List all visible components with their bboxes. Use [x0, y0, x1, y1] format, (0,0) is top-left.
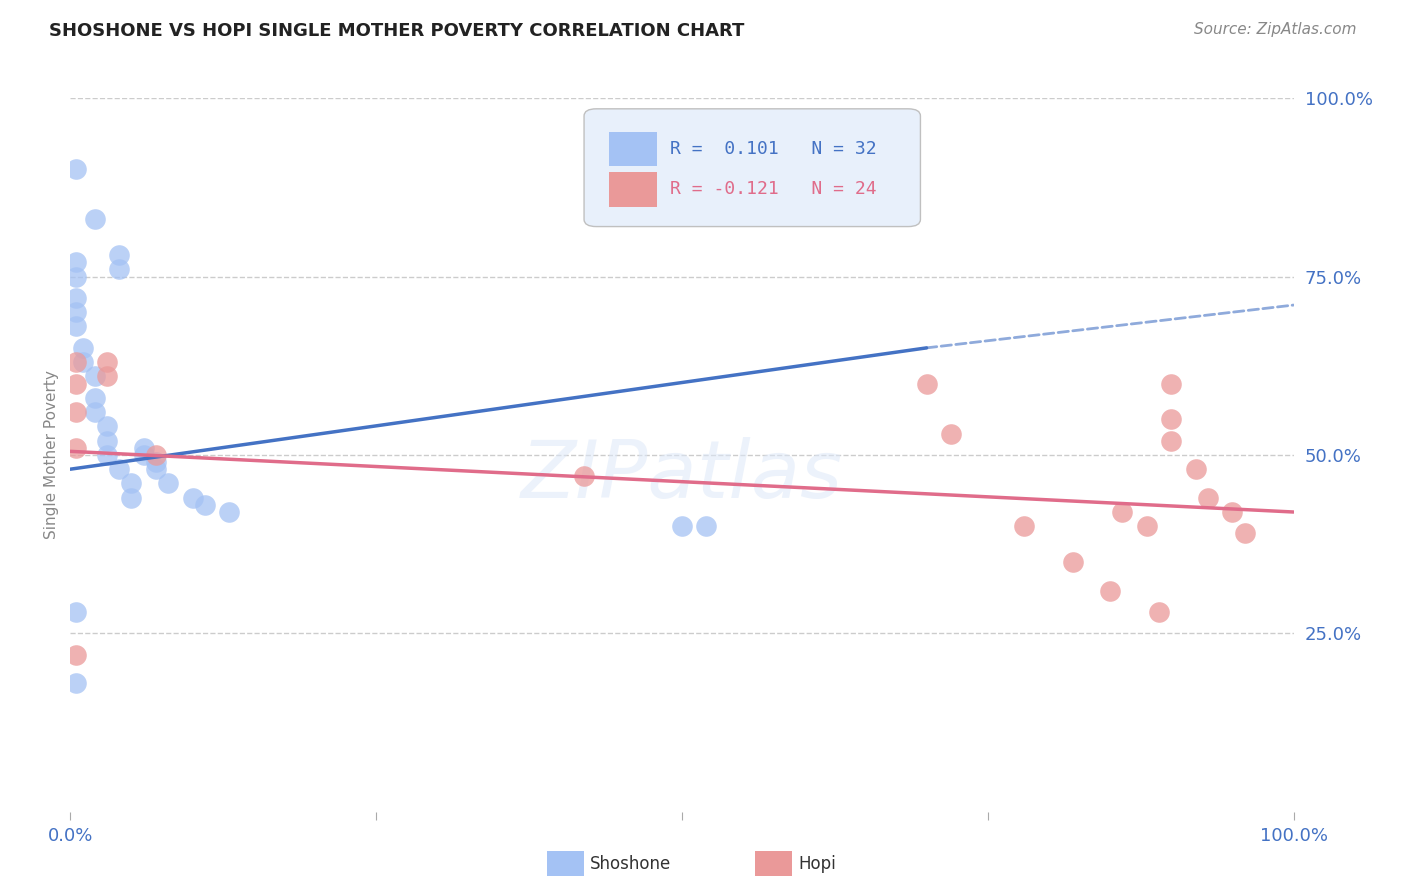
- Point: [83, 405, 105, 419]
- Point: [96, 355, 118, 369]
- Point: [65, 676, 87, 690]
- Point: [65, 441, 87, 455]
- Y-axis label: Single Mother Poverty: Single Mother Poverty: [44, 370, 59, 540]
- Bar: [755, 851, 792, 876]
- Text: R = -0.121   N = 24: R = -0.121 N = 24: [669, 180, 876, 198]
- Point: [96, 448, 118, 462]
- Text: R =  0.101   N = 32: R = 0.101 N = 32: [669, 140, 876, 158]
- Point: [915, 376, 938, 391]
- Point: [121, 491, 143, 505]
- Point: [83, 212, 105, 227]
- Point: [65, 648, 87, 662]
- Point: [695, 519, 717, 533]
- Bar: [609, 172, 658, 207]
- Point: [83, 391, 105, 405]
- Point: [1220, 505, 1243, 519]
- Point: [96, 434, 118, 448]
- Point: [132, 441, 155, 455]
- Point: [1197, 491, 1219, 505]
- Point: [1099, 583, 1122, 598]
- Point: [65, 305, 87, 319]
- Point: [65, 255, 87, 269]
- Point: [132, 448, 155, 462]
- Point: [1111, 505, 1133, 519]
- Point: [145, 462, 167, 476]
- Point: [96, 369, 118, 384]
- Text: ZIPatlas: ZIPatlas: [520, 437, 844, 516]
- Point: [1184, 462, 1206, 476]
- Text: Shoshone: Shoshone: [591, 855, 672, 872]
- Point: [939, 426, 962, 441]
- Point: [1062, 555, 1084, 569]
- Point: [65, 355, 87, 369]
- Point: [1147, 605, 1170, 619]
- Point: [108, 262, 131, 277]
- Point: [1136, 519, 1159, 533]
- Point: [671, 519, 693, 533]
- Point: [65, 319, 87, 334]
- Point: [65, 376, 87, 391]
- Point: [65, 291, 87, 305]
- Point: [218, 505, 240, 519]
- Bar: [609, 132, 658, 166]
- Point: [145, 455, 167, 469]
- Point: [65, 605, 87, 619]
- Point: [65, 162, 87, 177]
- FancyBboxPatch shape: [583, 109, 921, 227]
- Point: [181, 491, 204, 505]
- Point: [145, 448, 167, 462]
- Point: [72, 355, 94, 369]
- Point: [96, 419, 118, 434]
- Point: [108, 248, 131, 262]
- Text: Hopi: Hopi: [799, 855, 835, 872]
- Point: [194, 498, 217, 512]
- Point: [572, 469, 595, 483]
- Point: [1014, 519, 1036, 533]
- Text: SHOSHONE VS HOPI SINGLE MOTHER POVERTY CORRELATION CHART: SHOSHONE VS HOPI SINGLE MOTHER POVERTY C…: [49, 22, 745, 40]
- Point: [108, 462, 131, 476]
- Point: [1233, 526, 1256, 541]
- Point: [1160, 376, 1182, 391]
- Point: [1160, 434, 1182, 448]
- Point: [65, 269, 87, 284]
- Text: Source: ZipAtlas.com: Source: ZipAtlas.com: [1194, 22, 1357, 37]
- Point: [121, 476, 143, 491]
- Bar: [547, 851, 583, 876]
- Point: [1160, 412, 1182, 426]
- Point: [83, 369, 105, 384]
- Point: [157, 476, 180, 491]
- Point: [72, 341, 94, 355]
- Point: [65, 405, 87, 419]
